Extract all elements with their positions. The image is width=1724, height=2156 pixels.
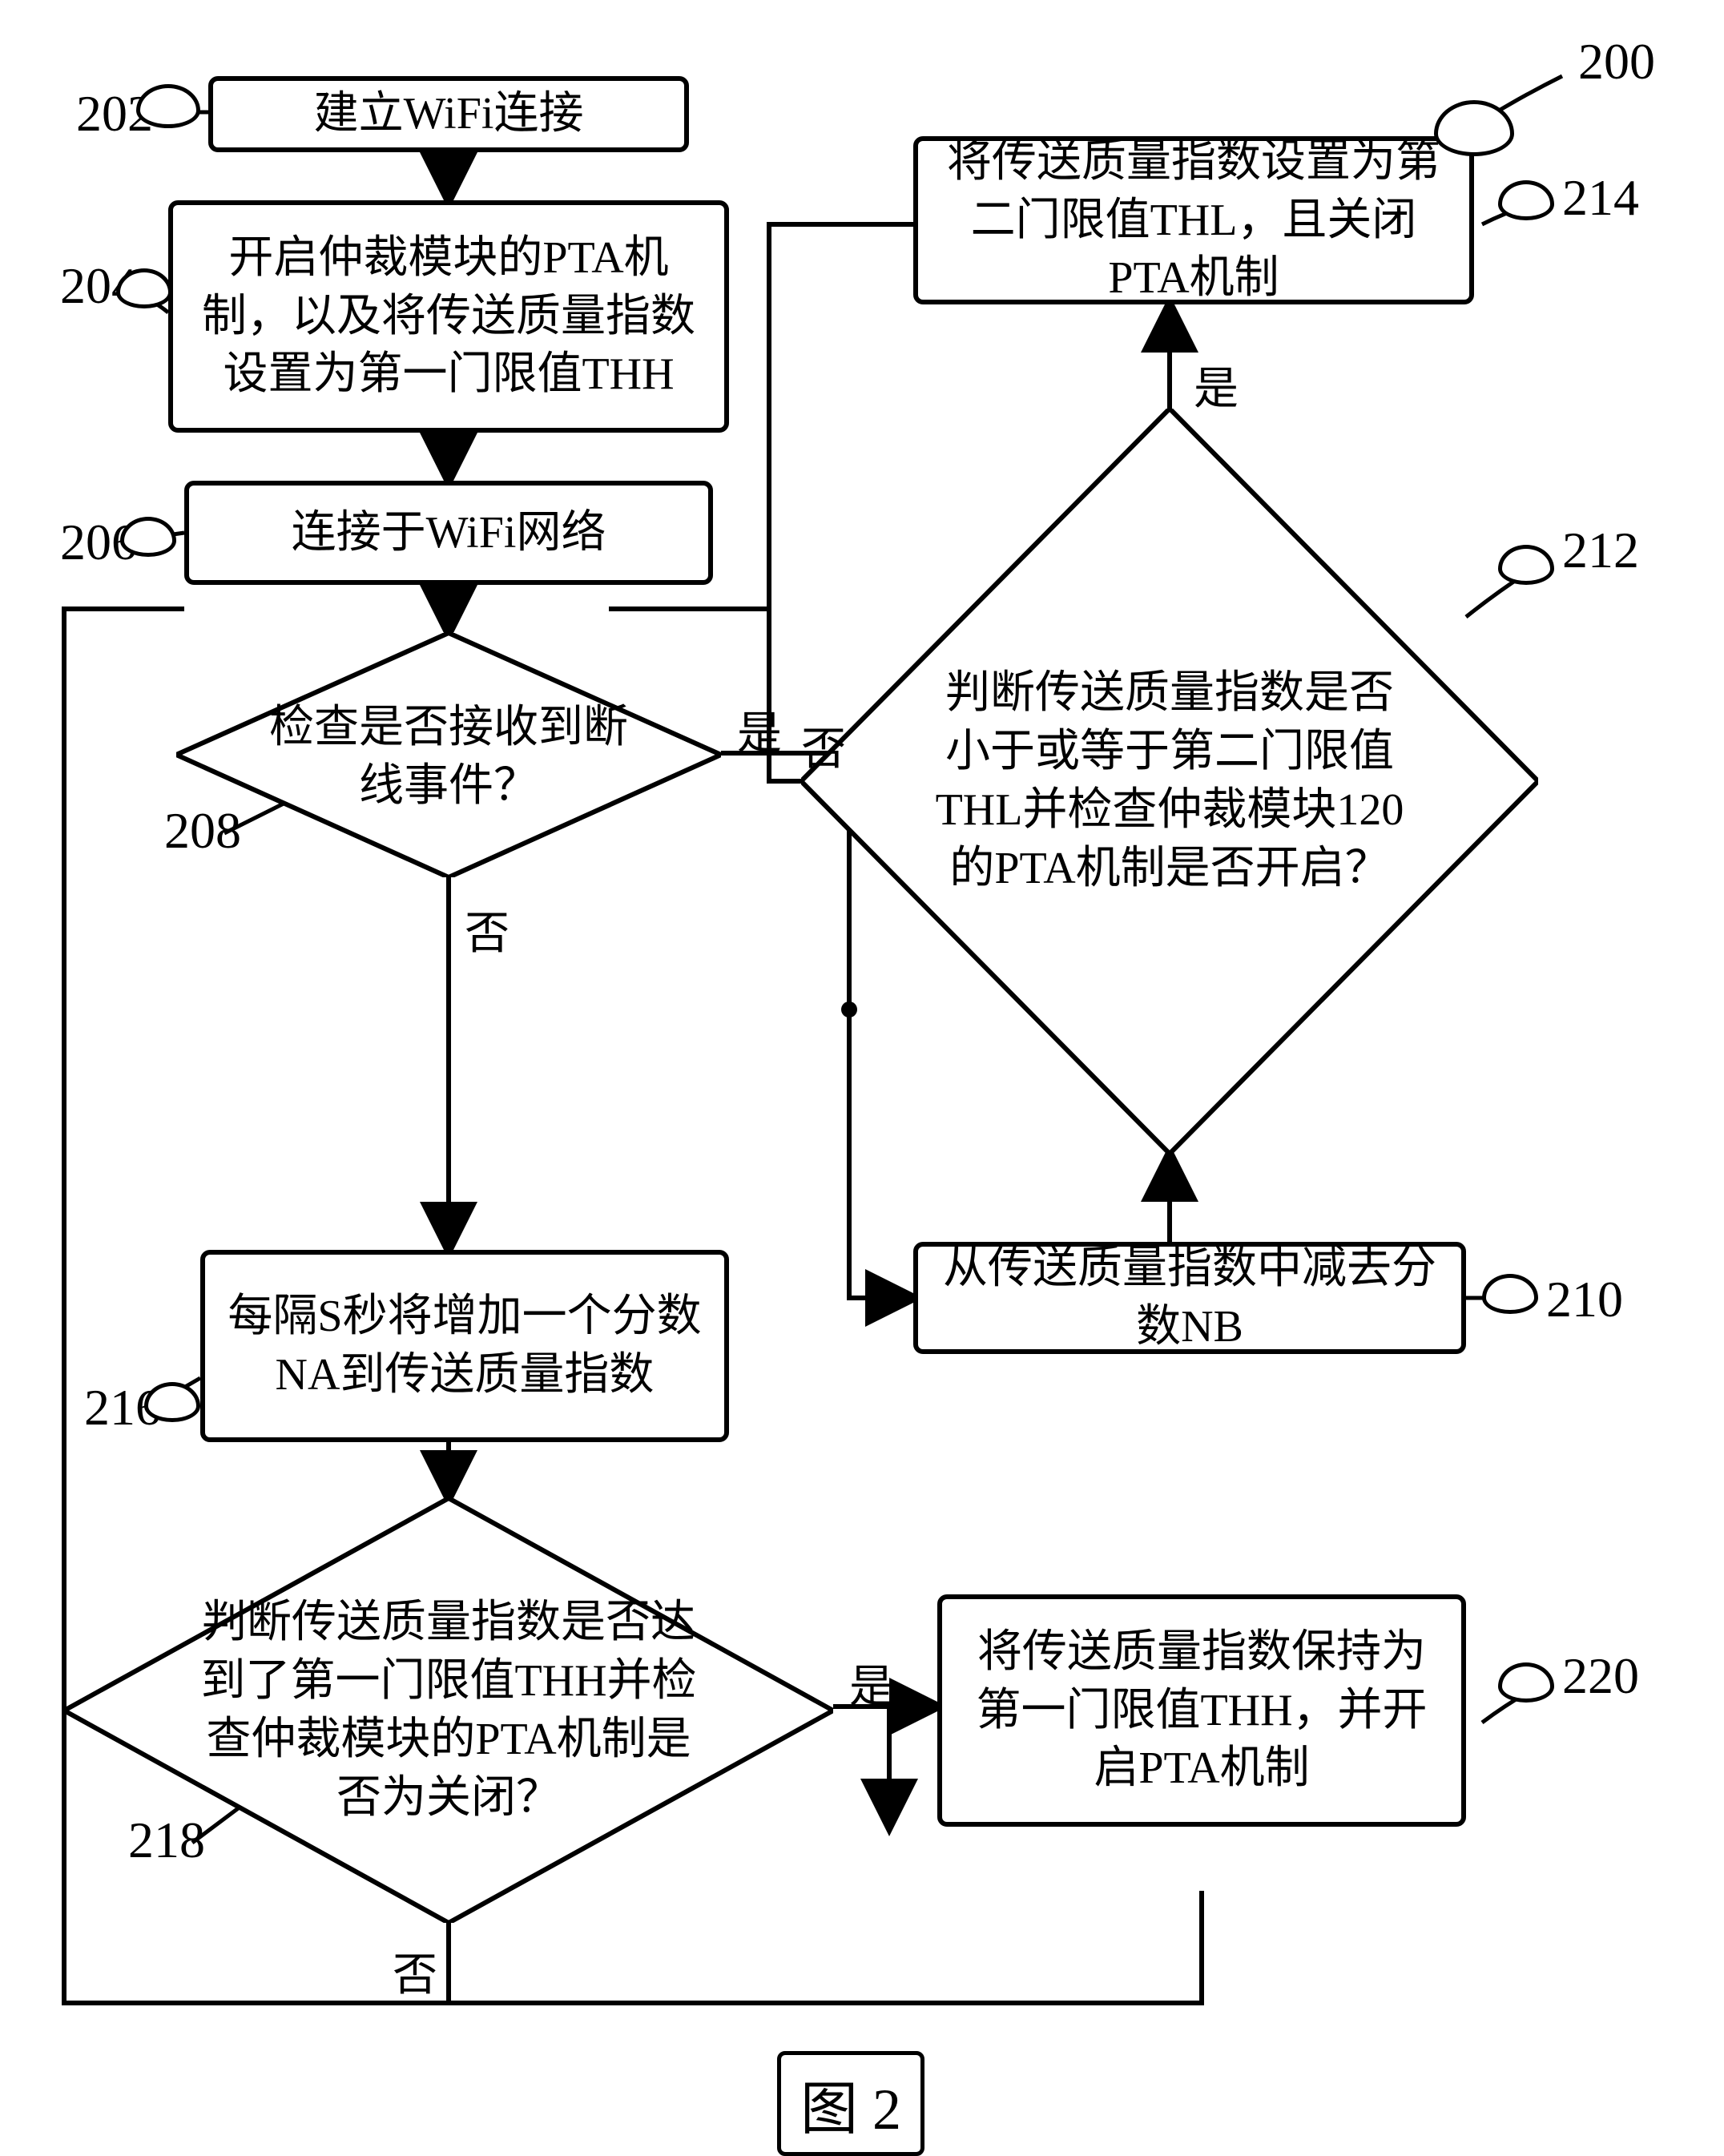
node-202-text: 建立WiFi连接 bbox=[314, 85, 584, 143]
label-208-yes: 是 bbox=[737, 697, 782, 762]
bubble-icon bbox=[120, 517, 176, 557]
bubble-icon bbox=[136, 84, 200, 128]
label-218-yes: 是 bbox=[849, 1650, 894, 1715]
label-212-yes: 是 bbox=[1194, 353, 1239, 417]
label-212-no: 否 bbox=[801, 713, 846, 778]
node-206-connected: 连接于WiFi网络 bbox=[184, 481, 713, 585]
label-208-no: 否 bbox=[465, 897, 510, 962]
bubble-icon bbox=[1498, 545, 1554, 585]
flowchart-container: 建立WiFi连接 开启仲裁模块的PTA机制，以及将传送质量指数设置为第一门限值T… bbox=[0, 0, 1724, 2150]
bubble-icon bbox=[116, 268, 172, 308]
node-210-subtract-nb: 从传送质量指数中减去分数NB bbox=[913, 1242, 1466, 1354]
decision-218-text: 判断传送质量指数是否达到了第一门限值THH并检查仲裁模块的PTA机制是否为关闭？ bbox=[200, 1586, 697, 1835]
bubble-icon bbox=[1498, 180, 1554, 220]
node-206-text: 连接于WiFi网络 bbox=[292, 504, 606, 562]
ref-200: 200 bbox=[1578, 32, 1655, 91]
node-220-keep-thh-open-pta: 将传送质量指数保持为第一门限值THH，并开启PTA机制 bbox=[937, 1594, 1466, 1827]
node-214-set-thl-close-pta: 将传送质量指数设置为第二门限值THL，且关闭PTA机制 bbox=[913, 136, 1474, 304]
bubble-icon bbox=[1482, 1274, 1538, 1314]
bubble-icon bbox=[1434, 100, 1514, 156]
bubble-icon bbox=[1498, 1662, 1554, 1703]
node-202-establish-wifi: 建立WiFi连接 bbox=[208, 76, 689, 152]
ref-218: 218 bbox=[128, 1811, 205, 1870]
ref-210: 210 bbox=[1546, 1270, 1623, 1329]
decision-212-check-thl: 判断传送质量指数是否小于或等于第二门限值THL并检查仲裁模块120的PTA机制是… bbox=[801, 409, 1538, 1154]
ref-208: 208 bbox=[164, 801, 241, 860]
decision-208-disconnect-event: 检查是否接收到断线事件？ bbox=[176, 633, 721, 877]
ref-220: 220 bbox=[1562, 1646, 1639, 1706]
label-218-no: 否 bbox=[393, 1939, 437, 2004]
ref-212: 212 bbox=[1562, 521, 1639, 580]
node-210-text: 从传送质量指数中减去分数NB bbox=[934, 1239, 1445, 1356]
node-216-add-na: 每隔S秒将增加一个分数NA到传送质量指数 bbox=[200, 1250, 729, 1442]
decision-208-text: 检查是否接收到断线事件？ bbox=[248, 677, 649, 837]
ref-214: 214 bbox=[1562, 168, 1639, 228]
node-214-text: 将传送质量指数设置为第二门限值THL，且关闭PTA机制 bbox=[934, 133, 1453, 308]
bubble-icon bbox=[144, 1382, 200, 1422]
node-216-text: 每隔S秒将增加一个分数NA到传送质量指数 bbox=[221, 1288, 708, 1404]
node-220-text: 将传送质量指数保持为第一门限值THH，并开启PTA机制 bbox=[958, 1623, 1445, 1798]
node-204-enable-pta: 开启仲裁模块的PTA机制，以及将传送质量指数设置为第一门限值THH bbox=[168, 200, 729, 433]
decision-212-text: 判断传送质量指数是否小于或等于第二门限值THL并检查仲裁模块120的PTA机制是… bbox=[929, 617, 1410, 945]
node-204-text: 开启仲裁模块的PTA机制，以及将传送质量指数设置为第一门限值THH bbox=[189, 229, 708, 404]
figure-caption: 图 2 bbox=[777, 2051, 924, 2156]
